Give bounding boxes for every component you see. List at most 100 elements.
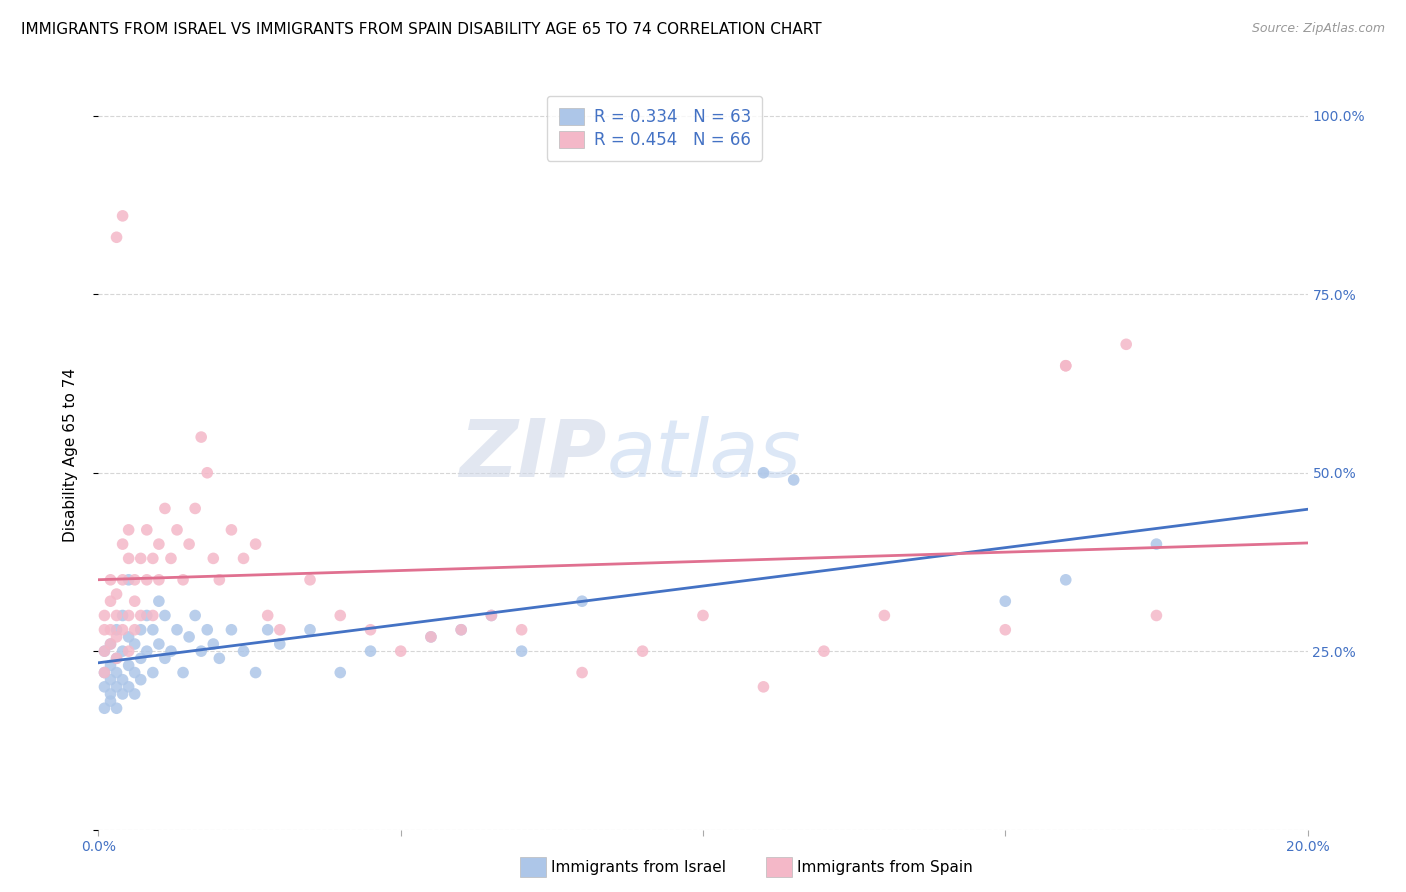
Point	[142, 623, 165, 637]
Point	[256, 623, 278, 637]
Point	[160, 551, 183, 566]
Point	[299, 573, 322, 587]
Point	[202, 637, 225, 651]
Point	[153, 501, 176, 516]
Point	[631, 644, 654, 658]
Point	[100, 687, 122, 701]
Point	[135, 644, 157, 658]
Point	[184, 608, 207, 623]
Point	[329, 665, 352, 680]
Point	[93, 623, 115, 637]
Text: IMMIGRANTS FROM ISRAEL VS IMMIGRANTS FROM SPAIN DISABILITY AGE 65 TO 74 CORRELAT: IMMIGRANTS FROM ISRAEL VS IMMIGRANTS FRO…	[21, 22, 821, 37]
Point	[118, 680, 141, 694]
Point	[93, 644, 115, 658]
Point	[111, 644, 134, 658]
Point	[118, 644, 141, 658]
Point	[1054, 359, 1077, 373]
Point	[93, 680, 115, 694]
Text: atlas: atlas	[606, 416, 801, 494]
Point	[148, 594, 170, 608]
Point	[142, 608, 165, 623]
Point	[100, 594, 122, 608]
Point	[232, 551, 254, 566]
Point	[166, 623, 188, 637]
Point	[124, 594, 146, 608]
Point	[124, 687, 146, 701]
Point	[1144, 608, 1167, 623]
Point	[105, 651, 128, 665]
Point	[111, 573, 134, 587]
Point	[1054, 359, 1077, 373]
Point	[873, 608, 896, 623]
Point	[221, 523, 243, 537]
Point	[111, 608, 134, 623]
Point	[783, 473, 806, 487]
Legend: R = 0.334   N = 63, R = 0.454   N = 66: R = 0.334 N = 63, R = 0.454 N = 66	[547, 96, 762, 161]
Point	[148, 537, 170, 551]
Point	[100, 658, 122, 673]
Point	[208, 651, 231, 665]
Point	[142, 665, 165, 680]
Point	[153, 651, 176, 665]
Point	[153, 608, 176, 623]
Text: Immigrants from Israel: Immigrants from Israel	[551, 860, 725, 874]
Point	[450, 623, 472, 637]
Point	[100, 637, 122, 651]
Point	[202, 551, 225, 566]
Point	[752, 680, 775, 694]
Point	[111, 537, 134, 551]
Point	[118, 551, 141, 566]
Point	[111, 623, 134, 637]
Point	[135, 608, 157, 623]
Point	[118, 608, 141, 623]
Point	[129, 673, 152, 687]
Point	[93, 608, 115, 623]
Point	[269, 637, 291, 651]
Point	[129, 608, 152, 623]
Point	[571, 594, 593, 608]
Point	[105, 230, 128, 244]
Point	[190, 644, 212, 658]
Point	[450, 623, 472, 637]
Point	[195, 623, 218, 637]
Point	[510, 644, 533, 658]
Point	[179, 630, 201, 644]
Text: Immigrants from Spain: Immigrants from Spain	[797, 860, 973, 874]
Point	[124, 623, 146, 637]
Y-axis label: Disability Age 65 to 74: Disability Age 65 to 74	[63, 368, 77, 542]
Point	[160, 644, 183, 658]
Point	[105, 701, 128, 715]
Point	[1144, 537, 1167, 551]
Point	[571, 665, 593, 680]
Point	[245, 665, 267, 680]
Point	[135, 523, 157, 537]
Point	[166, 523, 188, 537]
Point	[1115, 337, 1137, 351]
Point	[752, 466, 775, 480]
Point	[269, 623, 291, 637]
Point	[111, 673, 134, 687]
Point	[221, 623, 243, 637]
Point	[148, 573, 170, 587]
Point	[420, 630, 443, 644]
Point	[692, 608, 714, 623]
Point	[172, 665, 194, 680]
Point	[994, 623, 1017, 637]
Point	[208, 573, 231, 587]
Point	[129, 651, 152, 665]
Point	[195, 466, 218, 480]
Point	[184, 501, 207, 516]
Point	[93, 665, 115, 680]
Point	[481, 608, 503, 623]
Point	[329, 608, 352, 623]
Point	[93, 701, 115, 715]
Text: ZIP: ZIP	[458, 416, 606, 494]
Point	[93, 665, 115, 680]
Point	[93, 644, 115, 658]
Point	[118, 630, 141, 644]
Point	[994, 594, 1017, 608]
Point	[179, 537, 201, 551]
Point	[256, 608, 278, 623]
Point	[232, 644, 254, 658]
Point	[111, 687, 134, 701]
